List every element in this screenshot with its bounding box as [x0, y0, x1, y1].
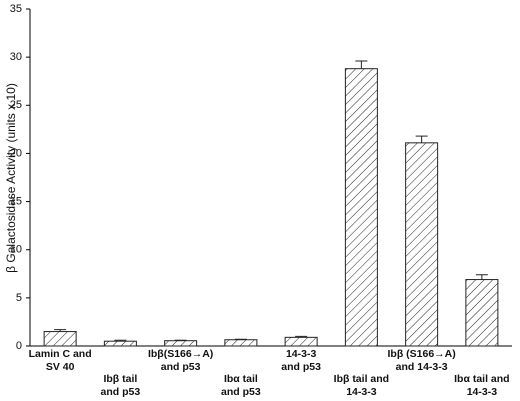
error-bar	[475, 274, 488, 280]
x-tick-label: Lamin C and SV 40	[29, 348, 92, 373]
error-bar	[114, 339, 127, 342]
bar	[224, 339, 258, 347]
y-tick-label: 20	[10, 147, 22, 159]
y-tick-label: 25	[10, 99, 22, 111]
bar	[103, 340, 137, 347]
error-bar	[54, 329, 67, 332]
x-tick-label: Ibα tail and p53	[221, 373, 261, 398]
x-tick-label: 14-3-3 and p53	[281, 348, 321, 373]
bar	[405, 142, 439, 347]
y-tick-label: 10	[10, 244, 22, 256]
y-tick-label: 0	[16, 340, 22, 352]
bar	[344, 68, 378, 347]
bar	[164, 340, 198, 347]
y-axis-label: β Galactosidase Activity (units x 10)	[4, 83, 18, 273]
y-tick-label: 15	[10, 195, 22, 207]
error-bar	[295, 335, 308, 338]
y-tick-label: 35	[10, 3, 22, 15]
bar	[465, 279, 499, 347]
x-tick-label: Ibβ (S166→A) and 14-3-3	[387, 348, 455, 373]
bar	[284, 336, 318, 347]
error-bar	[355, 60, 368, 69]
x-tick-label: Ibα tail and 14-3-3	[454, 373, 509, 398]
x-tick-label: Ibβ(S166→A) and p53	[148, 348, 213, 373]
error-bar	[415, 135, 428, 143]
bar	[43, 331, 77, 347]
x-tick-label: Ibβ tail and p53	[101, 373, 141, 398]
x-tick-label: Ibβ tail and 14-3-3	[334, 373, 389, 398]
y-tick-label: 5	[16, 292, 22, 304]
y-tick-label: 30	[10, 51, 22, 63]
